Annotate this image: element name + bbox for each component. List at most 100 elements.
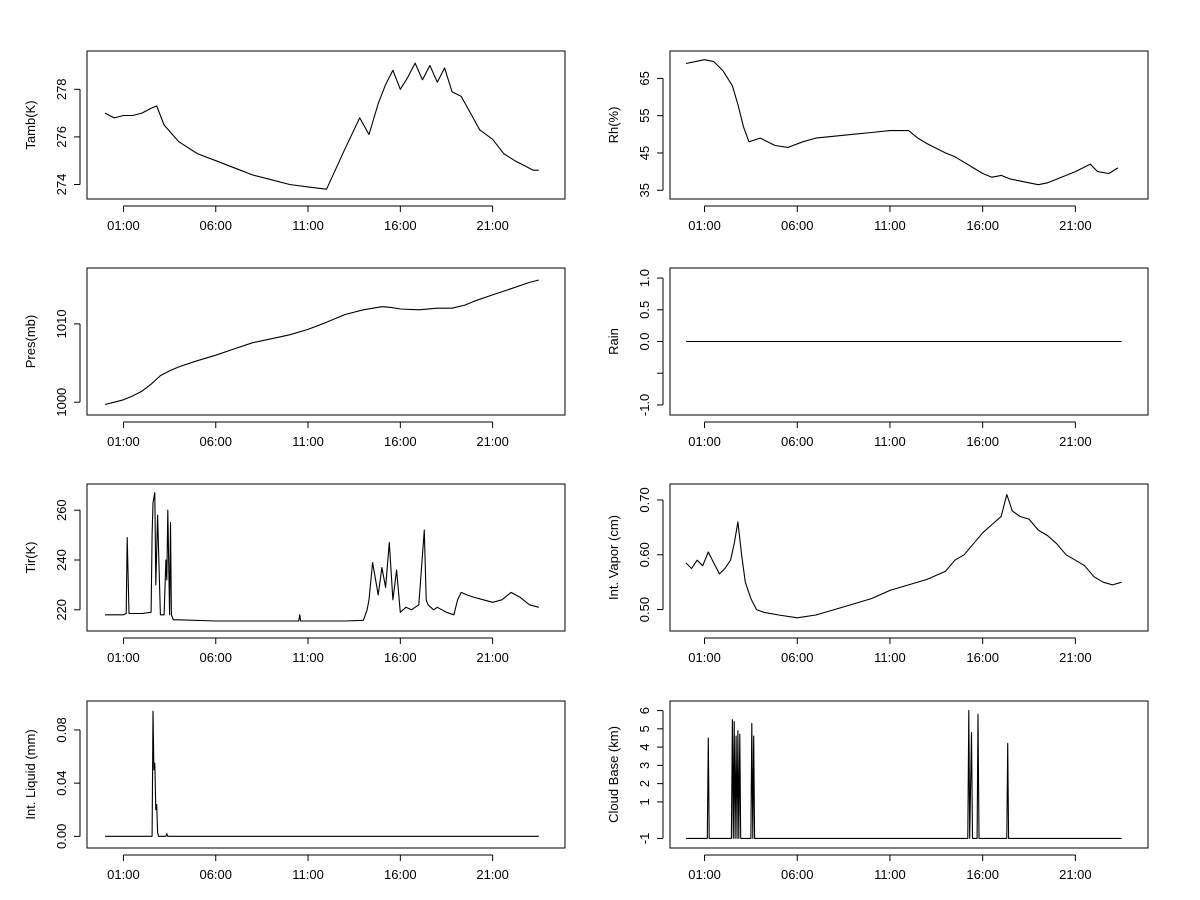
series-line: [685, 59, 1119, 186]
y-tick-label: 4: [637, 743, 652, 750]
x-tick-label: 01:00: [107, 867, 140, 882]
series-line: [685, 493, 1122, 619]
x-tick-label: 06:00: [781, 867, 814, 882]
x-tick-label: 21:00: [476, 434, 509, 449]
x-tick-label: 11:00: [292, 867, 324, 882]
series-line: [105, 492, 539, 622]
y-tick-label: 220: [54, 599, 69, 621]
y-tick-label: 0.50: [637, 597, 652, 622]
y-axis-label: Int. Liquid (mm): [23, 729, 38, 819]
panel-8: 01:00 06:00 11:00 16:00 21:00 -1 1 2 3 4 5 6 Cloud B…: [606, 700, 1149, 882]
y-axis-label: Int. Vapor (cm): [606, 515, 621, 600]
y-tick-label: 274: [54, 174, 69, 196]
x-tick-label: 01:00: [688, 434, 721, 449]
x-tick-label: 01:00: [688, 650, 721, 665]
plot-frame: [669, 483, 1149, 632]
plot-frame: [86, 267, 566, 416]
plot-frame: [86, 700, 566, 849]
y-tick-label: 0.70: [637, 487, 652, 512]
x-tick-label: 11:00: [874, 434, 906, 449]
x-tick-label: 16:00: [384, 434, 417, 449]
x-tick-label: 11:00: [874, 867, 906, 882]
y-axis-label: Rain: [606, 328, 621, 355]
y-tick-label: 0.60: [637, 542, 652, 567]
x-tick-label: 21:00: [1059, 867, 1092, 882]
plot-frame: [669, 267, 1149, 416]
panel-4: 01:00 06:00 11:00 16:00 21:00 -1.0 0.0 0.5 1.0 Ra…: [606, 267, 1149, 449]
x-tick-label: 06:00: [781, 218, 814, 233]
x-tick-label: 21:00: [1059, 218, 1092, 233]
x-tick-label: 06:00: [199, 434, 232, 449]
y-tick-label: 0.08: [54, 717, 69, 742]
y-tick-label: 55: [637, 108, 652, 122]
x-tick-label: 16:00: [966, 867, 999, 882]
x-tick-label: 01:00: [107, 434, 140, 449]
x-tick-label: 01:00: [688, 867, 721, 882]
x-tick-label: 16:00: [966, 434, 999, 449]
x-tick-label: 06:00: [199, 218, 232, 233]
x-tick-label: 11:00: [292, 650, 324, 665]
y-axis-label: Tir(K): [23, 541, 38, 573]
y-axis-label: Tamb(K): [23, 100, 38, 149]
panel-6: 01:00 06:00 11:00 16:00 21:00 0.50 0.60 0.70 Int…: [606, 483, 1149, 665]
y-tick-label: 1010: [54, 309, 69, 338]
y-tick-label: -1: [637, 833, 652, 845]
x-tick-label: 06:00: [199, 650, 232, 665]
y-tick-label: 278: [54, 78, 69, 100]
x-tick-label: 06:00: [781, 434, 814, 449]
y-tick-label: 45: [637, 146, 652, 160]
x-tick-label: 16:00: [966, 218, 999, 233]
x-tick-label: 21:00: [1059, 650, 1092, 665]
y-tick-label: 5: [637, 725, 652, 732]
y-tick-label: 0.04: [54, 770, 69, 795]
x-tick-label: 21:00: [476, 218, 509, 233]
y-tick-label: 6: [637, 707, 652, 714]
panel-7: 01:00 06:00 11:00 16:00 21:00 0.00 0.04 0.08 Int…: [23, 700, 566, 882]
y-tick-label: 0.00: [54, 824, 69, 849]
y-tick-label: 3: [637, 762, 652, 769]
x-tick-label: 16:00: [384, 218, 417, 233]
y-tick-label: 35: [637, 183, 652, 197]
y-tick-label: 1.0: [637, 269, 652, 287]
y-tick-label: 2: [637, 780, 652, 787]
plot-frame: [669, 50, 1149, 200]
y-tick-label: 65: [637, 71, 652, 85]
x-tick-label: 01:00: [688, 218, 721, 233]
panel-5: 01:00 06:00 11:00 16:00 21:00 220 240 260 Tir(K): [23, 483, 566, 665]
x-tick-label: 16:00: [966, 650, 999, 665]
x-tick-label: 01:00: [107, 218, 140, 233]
y-tick-label: 276: [54, 126, 69, 148]
y-tick-label: 240: [54, 549, 69, 571]
plot-frame: [86, 50, 566, 200]
y-axis-label: Cloud Base (km): [606, 726, 621, 823]
panel-1: 01:00 06:00 11:00 16:00 21:00 274 276 278 Tamb(K…: [23, 50, 566, 233]
y-tick-label: 260: [54, 499, 69, 521]
plot-frame: [86, 483, 566, 632]
x-tick-label: 16:00: [384, 650, 417, 665]
x-tick-label: 01:00: [107, 650, 140, 665]
series-line: [686, 710, 1122, 839]
x-tick-label: 06:00: [781, 650, 814, 665]
plot-frame: [669, 700, 1149, 849]
x-tick-label: 21:00: [476, 650, 509, 665]
y-axis-label: Pres(mb): [23, 315, 38, 368]
series-line: [104, 62, 539, 190]
x-tick-label: 21:00: [476, 867, 509, 882]
series-line: [104, 279, 539, 406]
x-tick-label: 11:00: [874, 218, 906, 233]
y-tick-label: -1.0: [637, 394, 652, 416]
x-tick-label: 11:00: [292, 434, 324, 449]
y-tick-label: 0.5: [637, 301, 652, 319]
y-axis-label: Rh(%): [606, 107, 621, 144]
x-tick-label: 06:00: [199, 867, 232, 882]
x-tick-label: 11:00: [874, 650, 906, 665]
x-tick-label: 16:00: [384, 867, 417, 882]
series-line: [105, 710, 539, 837]
panel-3: 01:00 06:00 11:00 16:00 21:00 1000 1010 Pres(mb…: [23, 267, 566, 449]
y-tick-label: 0.0: [637, 332, 652, 350]
panel-2: 01:00 06:00 11:00 16:00 21:00 35 45 55 65 Rh(%): [606, 50, 1149, 233]
x-tick-label: 11:00: [292, 218, 324, 233]
x-tick-label: 21:00: [1059, 434, 1092, 449]
y-tick-label: 1: [637, 798, 652, 805]
